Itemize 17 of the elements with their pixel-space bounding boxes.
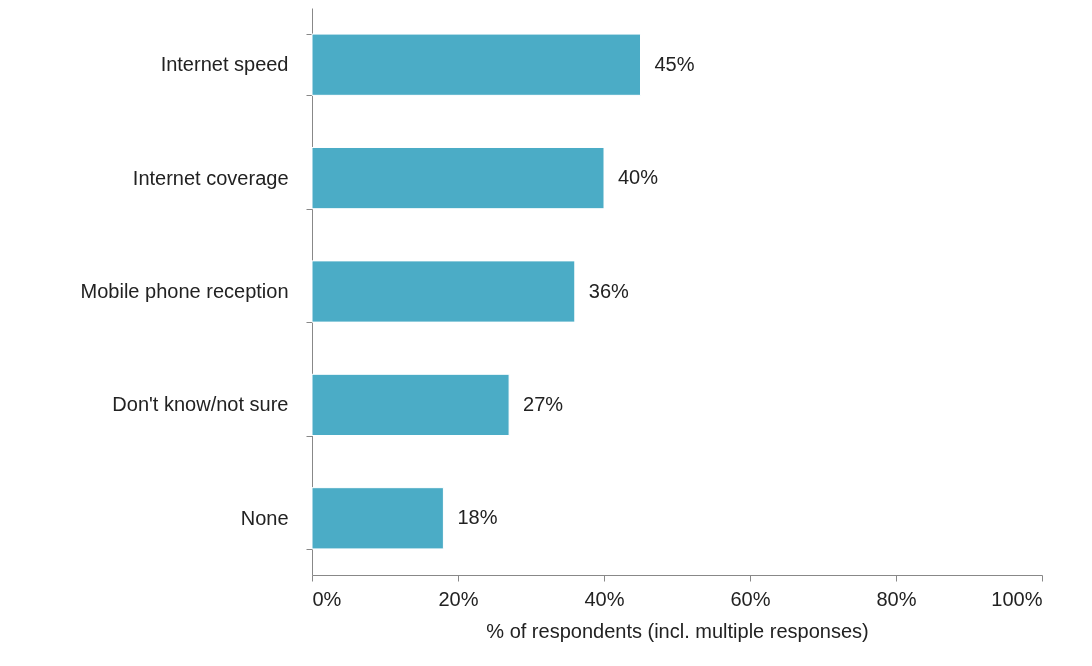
y-tick-label: Internet speed: [160, 53, 289, 76]
y-tick-label: Internet coverage: [132, 166, 289, 189]
x-tick-label: 40%: [584, 587, 625, 610]
x-tick-label: 20%: [438, 587, 479, 610]
data-label: 27%: [523, 392, 564, 415]
data-label: 36%: [588, 279, 630, 302]
x-tick-label: 60%: [730, 587, 771, 610]
data-label: 18%: [457, 506, 498, 529]
x-axis-title: % of respondents (incl. multiple responses): [486, 619, 869, 642]
x-tick-label: 80%: [876, 587, 917, 610]
x-tick-label: 100%: [991, 587, 1043, 610]
y-tick-label: None: [240, 506, 289, 529]
y-tick-label: Mobile phone reception: [80, 280, 289, 302]
data-label: 45%: [654, 52, 695, 75]
data-label: 40%: [618, 166, 659, 189]
y-tick-label: Don't know/not sure: [112, 393, 289, 416]
x-tick-label: 0%: [312, 587, 342, 610]
